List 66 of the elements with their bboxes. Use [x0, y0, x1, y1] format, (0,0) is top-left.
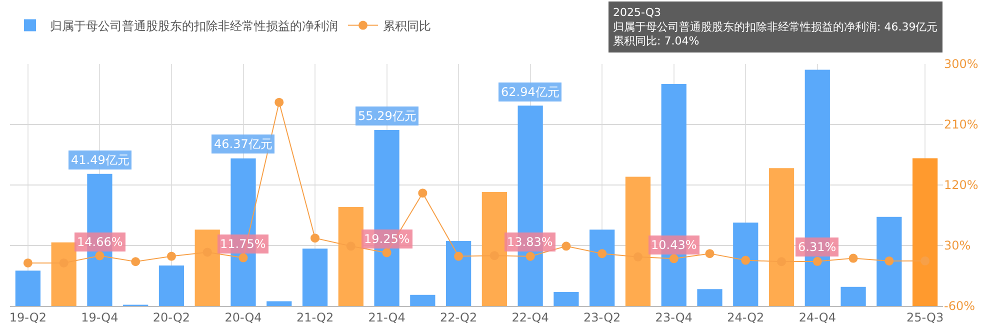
- point: [848, 254, 858, 263]
- point: [310, 234, 320, 243]
- x-tick-label: 24-Q4: [798, 310, 836, 324]
- bar: [446, 241, 472, 306]
- y2-tick-label: 120%: [944, 178, 978, 192]
- point: [454, 252, 464, 261]
- text: 2025-Q3: [613, 6, 662, 19]
- x-tick-label: 21-Q2: [296, 310, 334, 324]
- x-tick-label: 21-Q4: [368, 310, 406, 324]
- legend-label: 累积同比: [383, 18, 431, 33]
- bar: [302, 248, 328, 306]
- text: 归属于母公司普通股股东的扣除非经常性损益的净利润: 46.39亿元: [613, 20, 938, 34]
- x-tick-label: 19-Q4: [81, 310, 118, 324]
- point: [382, 248, 392, 258]
- bar: [912, 158, 938, 306]
- point: [95, 251, 104, 260]
- point: [812, 256, 822, 266]
- bar: [590, 230, 615, 306]
- bar: [158, 266, 184, 306]
- bar: [697, 289, 722, 306]
- y2-tick-label: 30%: [944, 238, 971, 253]
- bar: [410, 294, 436, 306]
- data-label: 14.66%: [77, 235, 123, 249]
- bar: [554, 292, 579, 306]
- bar: [266, 301, 292, 306]
- point: [526, 252, 535, 261]
- point: [23, 258, 32, 268]
- x-tick-label: 24-Q2: [727, 310, 764, 324]
- bar: [733, 222, 758, 306]
- data-label: 46.37亿元: [214, 137, 272, 151]
- point: [741, 256, 750, 265]
- x-tick-label: 19-Q2: [9, 310, 47, 324]
- point: [166, 252, 176, 261]
- legend-label: 归属于母公司普通股股东的扣除非经常性损益的净利润: [50, 18, 338, 33]
- data-label: 13.83%: [507, 235, 553, 249]
- bar: [15, 270, 40, 306]
- data-label: 6.31%: [798, 240, 836, 254]
- data-label: 41.49亿元: [71, 153, 130, 167]
- x-tick-label: 25-Q3: [906, 310, 944, 324]
- data-label: 55.29亿元: [358, 109, 416, 123]
- point: [562, 242, 571, 251]
- text: 累积同比: 7.04%: [613, 34, 700, 48]
- data-label: 11.75%: [220, 237, 266, 251]
- point: [884, 256, 894, 266]
- data-label: 19.25%: [364, 232, 410, 246]
- x-tick-label: 23-Q2: [584, 310, 621, 324]
- x-tick-label: 22-Q2: [440, 310, 478, 324]
- point: [598, 249, 607, 258]
- point: [238, 253, 248, 262]
- data-label: 62.94亿元: [501, 85, 560, 99]
- point: [274, 98, 284, 107]
- point: [131, 257, 140, 266]
- bar: [840, 286, 866, 306]
- point: [418, 188, 428, 198]
- point: [705, 249, 714, 258]
- data-label: 10.43%: [651, 238, 697, 252]
- x-tick-label: 22-Q4: [512, 310, 549, 324]
- bar: [876, 216, 902, 306]
- y2-tick-label: 300%: [944, 57, 978, 72]
- y2-tick-label: -60%: [944, 299, 976, 314]
- x-tick-label: 20-Q4: [224, 310, 262, 324]
- x-tick-label: 23-Q4: [655, 310, 692, 324]
- point: [920, 256, 930, 266]
- y2-tick-label: 210%: [944, 118, 978, 132]
- x-tick-label: 20-Q2: [152, 310, 190, 324]
- point: [669, 254, 678, 264]
